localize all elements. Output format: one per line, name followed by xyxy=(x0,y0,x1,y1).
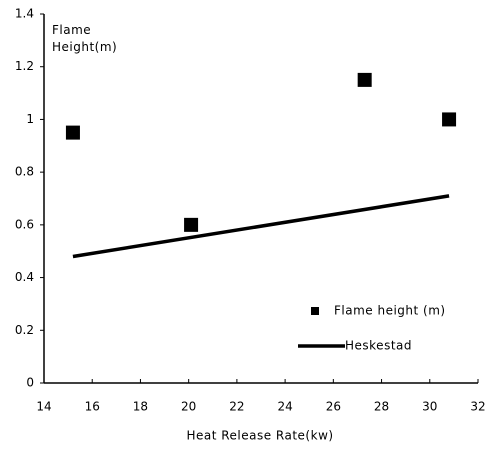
y-tick-label: 0.2 xyxy=(15,323,34,337)
scatter-point xyxy=(442,112,457,127)
y-tick-label: 0.6 xyxy=(15,217,34,231)
x-tick-label: 32 xyxy=(470,400,485,414)
x-tick-label: 20 xyxy=(181,400,196,414)
x-axis-label: Heat Release Rate(kw) xyxy=(186,429,333,443)
line xyxy=(72,194,450,259)
y-tick-label: 1 xyxy=(26,112,34,126)
x-tick-label: 18 xyxy=(133,400,148,414)
scatter-point xyxy=(65,125,80,140)
y-tick-label: 0.8 xyxy=(15,165,34,179)
scatter-point xyxy=(184,217,199,232)
x-tick-label: 26 xyxy=(326,400,341,414)
y-axis-label: Flame Height(m) xyxy=(52,23,118,54)
y-tick-label: 1.4 xyxy=(15,7,34,21)
x-tick-label: 22 xyxy=(229,400,244,414)
x-tick-label: 24 xyxy=(277,400,292,414)
x-tick-label: 14 xyxy=(36,400,51,414)
scatter-point xyxy=(357,72,372,87)
y-tick-label: 0.4 xyxy=(15,270,34,284)
x-tick-label: 28 xyxy=(374,400,389,414)
y-tick-label: 0 xyxy=(26,376,34,390)
x-tick-label: 30 xyxy=(422,400,437,414)
legend-label: Heskestad xyxy=(345,339,412,353)
legend-label: Flame height (m) xyxy=(334,304,446,318)
x-tick-label: 16 xyxy=(85,400,100,414)
legend-symbol xyxy=(311,307,319,315)
y-tick-label: 1.2 xyxy=(15,59,34,73)
